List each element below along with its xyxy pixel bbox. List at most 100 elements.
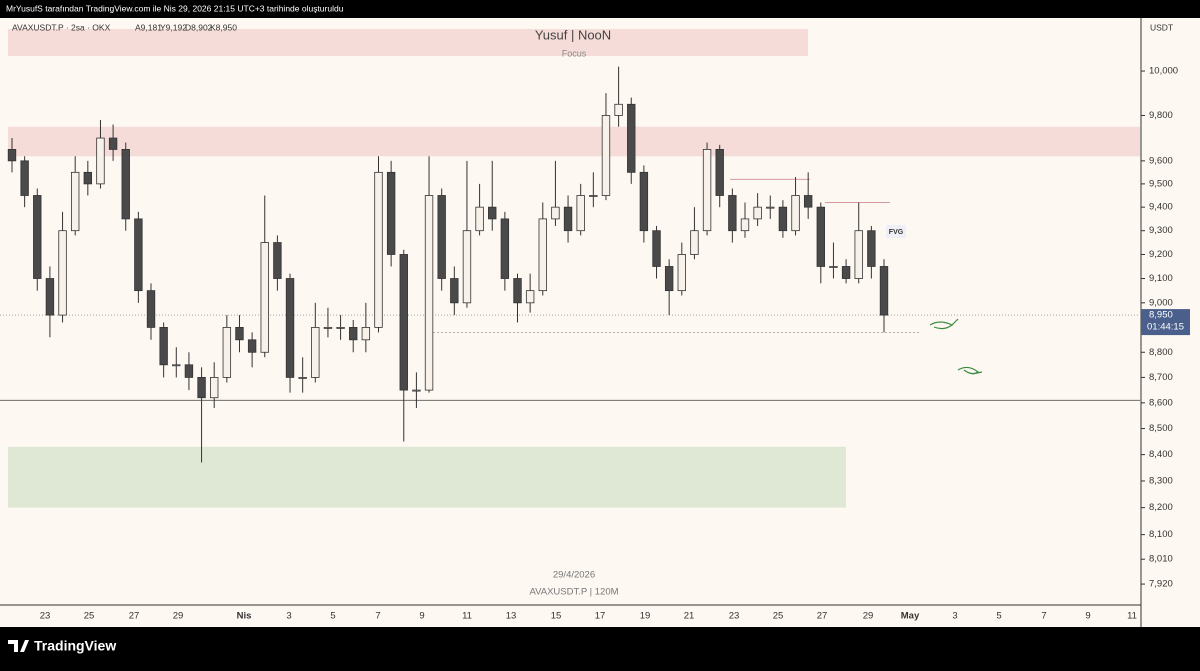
candle-body <box>361 327 371 341</box>
candle-body <box>690 230 699 255</box>
candle-body <box>83 171 93 185</box>
candle-body <box>197 377 206 399</box>
y-tick-label: 9,600 <box>1149 155 1173 166</box>
x-tick-label: 3 <box>286 611 291 622</box>
candle-body <box>601 115 611 196</box>
candle-body <box>728 195 737 232</box>
candle-body <box>525 290 535 304</box>
candle-body <box>576 195 585 232</box>
zone <box>8 126 1140 157</box>
fvg-label: FVG <box>889 229 904 236</box>
y-tick-label: 7,920 <box>1149 579 1173 590</box>
x-tick-label: 15 <box>551 611 562 622</box>
candle-body <box>589 195 598 197</box>
y-tick-label: 9,400 <box>1149 202 1173 213</box>
x-tick-label: 27 <box>129 611 140 622</box>
candle-body <box>210 377 219 399</box>
candle-body <box>753 206 762 220</box>
candle-body <box>159 327 168 366</box>
candle-body <box>45 278 55 316</box>
watermark-symbol: AVAXUSDT.P | 120M <box>529 587 618 598</box>
last-price-box <box>1141 309 1190 336</box>
candle-body <box>96 137 105 185</box>
candle-body <box>664 266 674 292</box>
candle-body <box>386 171 396 255</box>
x-tick-label: 21 <box>684 611 695 622</box>
candle-body <box>184 364 194 378</box>
y-tick-label: 8,400 <box>1149 449 1173 460</box>
candle-body <box>298 377 307 379</box>
byline: MrYusufS tarafından TradingView.com ile … <box>6 3 344 13</box>
candle-body <box>172 364 181 367</box>
last-price-label: 8,950 <box>1149 310 1173 321</box>
tv-logo <box>8 640 29 652</box>
candle-body <box>311 327 320 378</box>
arrow-drawing <box>929 318 959 330</box>
candle-body <box>285 278 295 378</box>
x-tick-label: 17 <box>595 611 606 622</box>
countdown: 01:44:15 <box>1147 322 1184 333</box>
candle-body <box>778 206 788 232</box>
ohlc-value: D8,902 <box>185 22 213 32</box>
y-tick-label: 8,700 <box>1149 372 1173 383</box>
candle-body <box>500 218 510 279</box>
x-tick-label: 27 <box>817 611 828 622</box>
footer <box>0 627 1200 666</box>
x-tick-label: 11 <box>462 611 472 622</box>
candle-body <box>450 278 459 304</box>
candle-body <box>563 206 573 232</box>
x-tick-label: 5 <box>330 611 335 622</box>
x-tick-label: 3 <box>952 611 957 622</box>
candle-body <box>677 254 686 292</box>
x-tick-label: May <box>901 611 920 622</box>
candle-body <box>437 195 446 279</box>
y-tick-label: 9,800 <box>1149 110 1173 121</box>
candle-body <box>475 206 484 232</box>
x-tick-label: 23 <box>40 611 51 622</box>
candle-body <box>766 206 775 209</box>
candle-body <box>639 171 649 232</box>
candle-body <box>652 230 661 267</box>
axes: 10,000 9,800 9,600 9,500 9,400 9,300 9,200 9,10… <box>40 66 1190 622</box>
candle-body <box>702 149 712 232</box>
x-tick-label: 19 <box>640 611 651 622</box>
zones <box>0 126 1140 508</box>
candle-body <box>424 195 434 391</box>
x-tick-label: 23 <box>729 611 740 622</box>
y-tick-label: 9,200 <box>1149 249 1173 260</box>
candle-body <box>614 103 623 116</box>
symbol: AVAXUSDT.P · 2sa · OKX <box>12 22 111 32</box>
x-tick-label: 25 <box>773 611 784 622</box>
candle-body <box>70 171 80 232</box>
candle-body <box>58 230 67 316</box>
candle-body <box>336 327 345 329</box>
title-box <box>8 29 808 56</box>
candle-body <box>399 254 408 391</box>
candle-body <box>854 230 863 279</box>
watermark-date: 29/4/2026 <box>553 570 595 581</box>
y-tick-label: 8,600 <box>1149 397 1173 408</box>
candle-body <box>538 218 547 292</box>
x-tick-label: 5 <box>996 611 1001 622</box>
zone <box>8 446 846 508</box>
candle-body <box>121 149 130 220</box>
candle-body <box>803 195 813 208</box>
y-tick-label: 9,100 <box>1149 273 1173 284</box>
ohlc-value: K8,950 <box>210 22 237 32</box>
ohlc-value: A9,181 <box>135 22 162 32</box>
y-tick-label: 8,500 <box>1149 423 1173 434</box>
top-bar <box>0 0 1200 18</box>
candle-body <box>273 242 282 279</box>
candle-body <box>841 266 851 279</box>
candle-body <box>108 137 118 150</box>
candle-body <box>33 195 42 279</box>
candle-body <box>879 266 889 316</box>
candle-body <box>20 160 29 196</box>
candle-body <box>349 327 358 341</box>
x-tick-label: 9 <box>1085 611 1090 622</box>
x-tick-label: 9 <box>419 611 424 622</box>
candle-body <box>412 389 421 392</box>
candle-body <box>462 230 472 304</box>
